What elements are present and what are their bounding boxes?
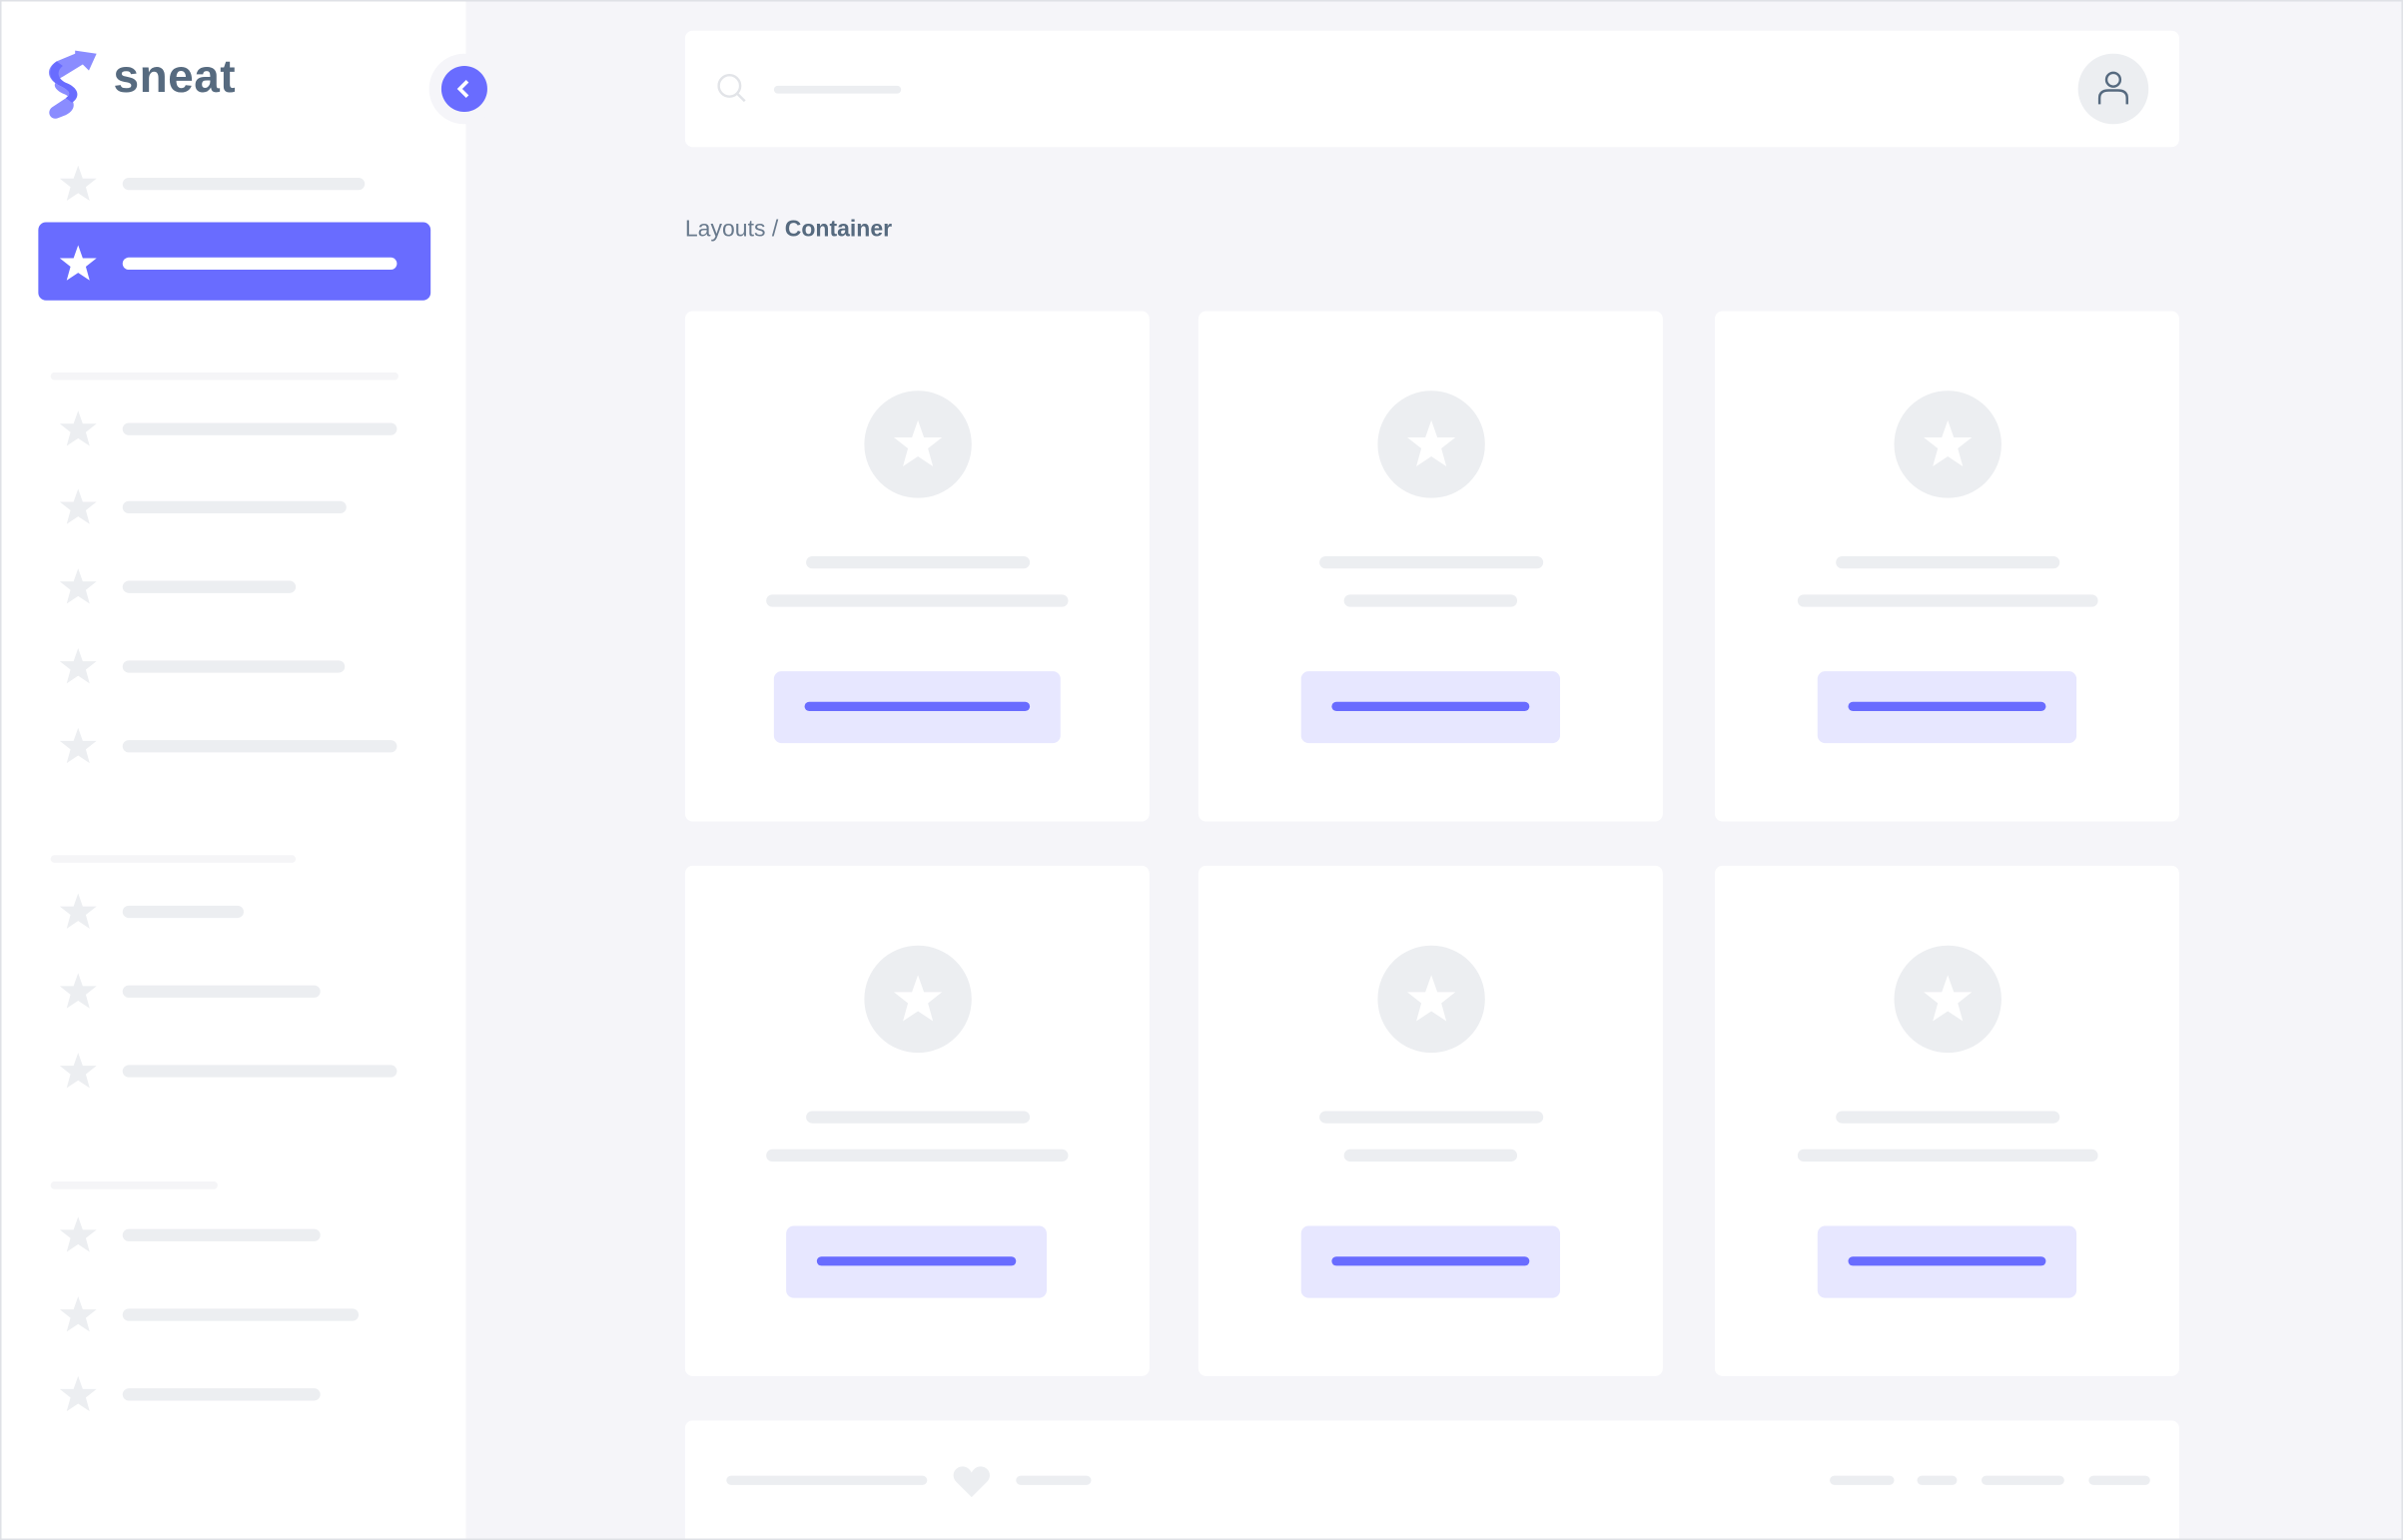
footer-link[interactable] xyxy=(1016,1475,1092,1485)
button-label xyxy=(1848,1256,2046,1266)
button-label xyxy=(1848,701,2046,711)
sidebar-item[interactable] xyxy=(122,1228,321,1241)
star-icon xyxy=(1406,975,1455,1022)
card-action-button[interactable] xyxy=(1817,1225,2077,1298)
sidebar-section-header xyxy=(50,855,297,863)
star-icon xyxy=(59,727,97,764)
card-subtitle xyxy=(1343,594,1518,607)
card-icon-circle xyxy=(1376,390,1485,498)
footer xyxy=(684,1420,2179,1539)
button-label xyxy=(816,1256,1017,1266)
button-label xyxy=(1331,701,1530,711)
star-icon xyxy=(59,1216,97,1252)
card-icon-circle xyxy=(1376,945,1485,1054)
brand-name[interactable]: sneat xyxy=(113,52,237,103)
card-icon-circle xyxy=(863,945,972,1054)
sidebar: sneat xyxy=(1,1,500,1539)
star-icon xyxy=(1923,975,1972,1022)
sidebar-item[interactable] xyxy=(122,257,398,271)
button-label xyxy=(804,701,1031,711)
sneat-logo-icon xyxy=(48,50,97,119)
breadcrumb: Layouts / Container xyxy=(685,216,892,242)
card-action-button[interactable] xyxy=(1300,671,1561,744)
card-action-button[interactable] xyxy=(786,1225,1047,1298)
card-title xyxy=(805,1111,1030,1124)
footer-link[interactable] xyxy=(1981,1475,2064,1485)
card-action-button[interactable] xyxy=(773,671,1061,744)
star-icon xyxy=(59,1053,97,1089)
card-subtitle xyxy=(766,1149,1069,1162)
chevron-left-icon xyxy=(456,80,469,98)
star-icon xyxy=(1923,419,1972,467)
content-card xyxy=(684,311,1150,822)
sidebar-item[interactable] xyxy=(122,1065,398,1078)
sidebar-collapse-button[interactable] xyxy=(440,65,487,113)
sidebar-item[interactable] xyxy=(122,905,244,919)
sidebar-section-header xyxy=(50,372,399,381)
star-icon xyxy=(59,165,97,202)
content-card xyxy=(1714,311,2179,822)
card-title xyxy=(1318,1111,1543,1124)
content-card xyxy=(1714,865,2179,1376)
sidebar-item[interactable] xyxy=(122,422,398,435)
sidebar-item[interactable] xyxy=(122,1388,321,1401)
sidebar-item[interactable] xyxy=(122,500,347,514)
card-subtitle xyxy=(766,594,1069,607)
star-icon xyxy=(59,488,97,524)
sidebar-section-header xyxy=(50,1181,218,1189)
star-icon xyxy=(59,893,97,929)
sidebar-item[interactable] xyxy=(122,985,321,998)
breadcrumb-separator: / xyxy=(765,216,785,243)
sidebar-item[interactable] xyxy=(122,740,398,753)
card-action-button[interactable] xyxy=(1300,1225,1561,1298)
star-icon xyxy=(1406,419,1455,467)
card-title xyxy=(1835,555,2059,569)
content-card xyxy=(1198,311,1663,822)
card-icon-circle xyxy=(863,390,972,498)
breadcrumb-parent[interactable]: Layouts xyxy=(684,216,766,243)
user-icon xyxy=(2097,71,2128,105)
star-icon xyxy=(59,648,97,684)
star-icon xyxy=(59,245,97,281)
card-icon-circle xyxy=(1893,945,2002,1054)
user-avatar[interactable] xyxy=(2077,53,2149,125)
navbar xyxy=(684,30,2179,148)
star-icon xyxy=(59,1375,97,1412)
search-input[interactable] xyxy=(773,85,902,94)
card-subtitle xyxy=(1797,1149,2098,1162)
card-title xyxy=(1835,1111,2059,1124)
card-icon-circle xyxy=(1893,390,2002,498)
card-action-button[interactable] xyxy=(1817,671,2077,744)
card-title xyxy=(805,555,1030,569)
search-icon[interactable] xyxy=(717,73,748,105)
star-icon xyxy=(893,975,942,1022)
star-icon xyxy=(59,1296,97,1332)
footer-text xyxy=(726,1475,928,1485)
breadcrumb-current: Container xyxy=(784,216,893,243)
sidebar-item[interactable] xyxy=(122,580,297,593)
sidebar-item[interactable] xyxy=(122,1308,360,1321)
star-icon xyxy=(893,419,942,467)
sidebar-item[interactable] xyxy=(122,177,366,191)
footer-link[interactable] xyxy=(2088,1475,2150,1485)
card-subtitle xyxy=(1343,1149,1518,1162)
button-label xyxy=(1331,1256,1530,1266)
star-icon xyxy=(59,973,97,1009)
star-icon xyxy=(59,410,97,446)
card-title xyxy=(1318,555,1543,569)
heart-icon xyxy=(953,1466,990,1498)
content-card xyxy=(684,865,1150,1376)
footer-link[interactable] xyxy=(1830,1475,1895,1485)
star-icon xyxy=(59,568,97,604)
footer-link[interactable] xyxy=(1917,1475,1958,1485)
sidebar-item[interactable] xyxy=(122,660,346,673)
content-card xyxy=(1198,865,1663,1376)
card-subtitle xyxy=(1797,594,2098,607)
